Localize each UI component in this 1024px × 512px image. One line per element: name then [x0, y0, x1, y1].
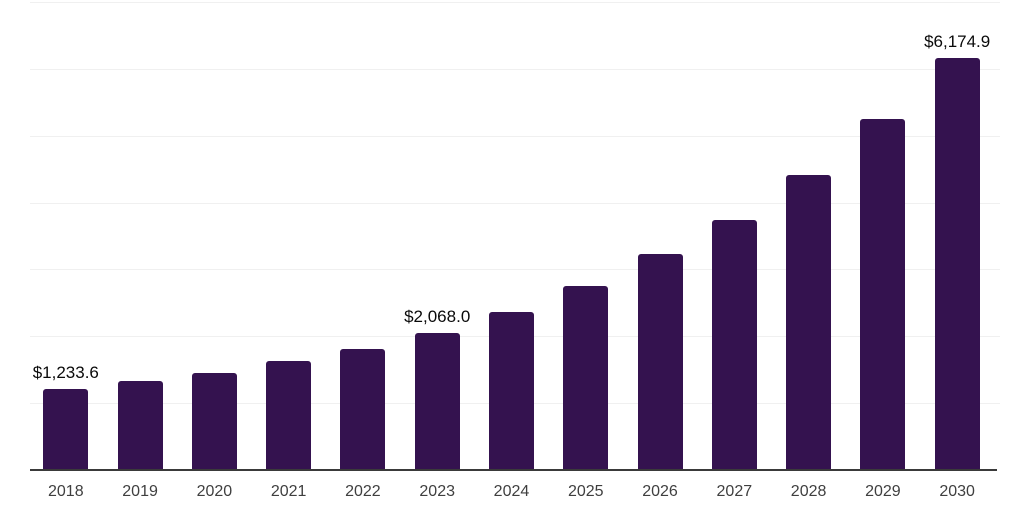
x-tick-2027: 2027: [716, 483, 753, 500]
bar-2029: [860, 119, 906, 470]
gridline-6000: [30, 68, 1000, 70]
bar-2023: [414, 332, 460, 470]
x-tick-2022: 2022: [345, 483, 381, 500]
bar-2028: [786, 175, 832, 470]
x-tick-2030: 2030: [939, 483, 975, 500]
bar-2026: [637, 254, 683, 470]
value-label-2030: $6,174.9: [924, 32, 991, 52]
value-label-2023: $2,068.0: [404, 307, 471, 327]
x-tick-2028: 2028: [790, 483, 827, 500]
x-tick-2019: 2019: [122, 483, 158, 500]
bar-2019: [117, 380, 163, 470]
bar-2030: [934, 58, 980, 470]
x-tick-2018: 2018: [48, 483, 84, 500]
x-tick-2029: 2029: [865, 483, 901, 500]
bar-2020: [191, 373, 237, 470]
x-tick-2026: 2026: [642, 483, 678, 500]
gridline-5000: [30, 135, 1000, 137]
x-tick-2025: 2025: [567, 483, 604, 500]
x-axis-line: [30, 469, 997, 471]
gridline-7000: [30, 2, 1000, 3]
gridline-3000: [30, 269, 1000, 271]
x-tick-2023: 2023: [419, 483, 455, 500]
bar-2027: [711, 220, 757, 470]
value-label-2018: $1,233.6: [32, 362, 99, 382]
bar-2025: [563, 286, 609, 470]
bar-2022: [340, 348, 386, 470]
bar-2021: [266, 360, 312, 470]
x-tick-2021: 2021: [270, 483, 307, 500]
gridline-4000: [30, 202, 1000, 204]
plot-area: $1,233.6 $2,068.0 $6,174.9: [30, 0, 1000, 471]
x-tick-2020: 2020: [196, 483, 233, 500]
bar-2024: [488, 311, 534, 470]
x-tick-2024: 2024: [493, 483, 530, 500]
bar-2018: [43, 388, 89, 470]
